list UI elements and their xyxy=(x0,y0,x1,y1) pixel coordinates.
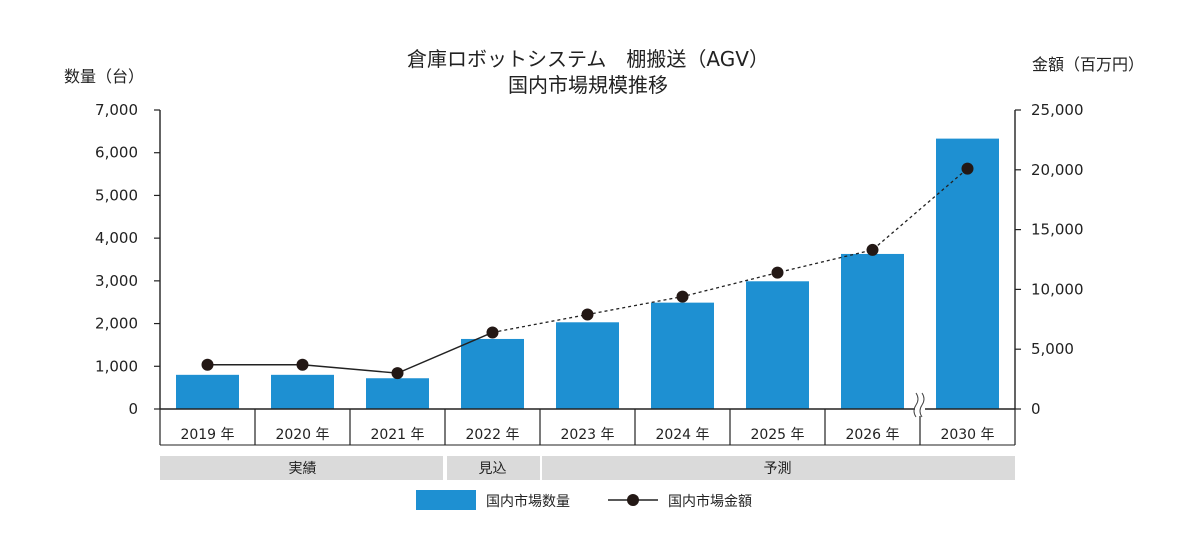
left-tick-label-2: 2,000 xyxy=(95,315,138,333)
left-axis-label: 数量（台） xyxy=(64,67,144,86)
legend-label-bar: 国内市場数量 xyxy=(486,493,570,510)
category-label-2: 2021 年 xyxy=(370,427,424,443)
left-tick-label-6: 6,000 xyxy=(95,144,138,162)
left-tick-label-3: 3,000 xyxy=(95,272,138,290)
chart-title-line2: 国内市場規模推移 xyxy=(508,73,668,97)
legend-label-line: 国内市場金額 xyxy=(668,493,752,510)
line-series-dashed xyxy=(492,168,968,334)
bar-4 xyxy=(556,322,619,409)
legend-swatch-bar xyxy=(416,490,476,510)
left-tick-label-7: 7,000 xyxy=(95,101,138,119)
bar-7 xyxy=(841,253,904,409)
category-label-1: 2020 年 xyxy=(275,427,329,443)
bar-5 xyxy=(651,302,714,409)
left-tick-label-1: 1,000 xyxy=(95,357,138,375)
axis-break-gap xyxy=(915,392,925,416)
phase-band-0 xyxy=(160,456,443,480)
category-label-4: 2023 年 xyxy=(560,427,614,443)
bar-0 xyxy=(176,374,239,409)
line-point-1 xyxy=(296,358,309,371)
category-label-7: 2026 年 xyxy=(845,427,899,443)
phase-label-2: 予測 xyxy=(764,461,792,477)
line-point-8 xyxy=(961,162,974,175)
axes-layer xyxy=(159,110,1016,410)
bar-1 xyxy=(271,374,334,409)
bar-6 xyxy=(746,281,809,409)
legend: 国内市場数量 国内市場金額 xyxy=(416,490,752,510)
bar-2 xyxy=(366,378,429,409)
category-label-3: 2022 年 xyxy=(465,427,519,443)
phase-layer: 実績 見込 予測 xyxy=(160,456,1015,480)
right-tick-label-1: 5,000 xyxy=(1031,340,1074,358)
right-axis-label: 金額（百万円） xyxy=(1032,55,1144,74)
line-series-solid xyxy=(207,331,493,374)
line-layer xyxy=(201,162,974,380)
line-point-2 xyxy=(391,367,404,380)
phase-band-1 xyxy=(447,456,540,480)
category-label-5: 2024 年 xyxy=(655,427,709,443)
category-label-6: 2025 年 xyxy=(750,427,804,443)
category-label-8: 2030 年 xyxy=(940,427,994,443)
left-tick-label-5: 5,000 xyxy=(95,186,138,204)
phase-label-1: 見込 xyxy=(479,461,507,477)
legend-swatch-marker xyxy=(627,494,639,506)
line-point-4 xyxy=(581,308,594,321)
right-tick-label-5: 25,000 xyxy=(1031,101,1084,119)
left-tick-label-4: 4,000 xyxy=(95,229,138,247)
axis-break-mark-left xyxy=(913,392,919,418)
ticks-layer: 0 1,000 2,000 3,000 4,000 5,000 6,000 7,000 0 5,0… xyxy=(95,101,1083,418)
left-tick-label-0: 0 xyxy=(128,400,138,418)
right-tick-label-4: 20,000 xyxy=(1031,161,1084,179)
category-label-0: 2019 年 xyxy=(180,427,234,443)
right-tick-label-2: 10,000 xyxy=(1031,280,1084,298)
line-point-0 xyxy=(201,358,214,371)
right-tick-label-3: 15,000 xyxy=(1031,221,1084,239)
right-tick-label-0: 0 xyxy=(1031,400,1041,418)
phase-band-2 xyxy=(542,456,1015,480)
chart-title-line1: 倉庫ロボットシステム 棚搬送（AGV） xyxy=(407,47,769,71)
line-point-6 xyxy=(771,266,784,279)
bar-3 xyxy=(461,338,524,409)
line-point-5 xyxy=(676,290,689,303)
line-point-3 xyxy=(486,326,499,339)
line-point-7 xyxy=(866,243,879,256)
bars-layer xyxy=(176,138,999,409)
axis-break-mark-right xyxy=(919,392,925,418)
category-layer: 2019 年 2020 年 2021 年 2022 年 2023 年 2024 年 2025… xyxy=(159,392,1016,446)
phase-label-0: 実績 xyxy=(289,461,317,477)
bar-8 xyxy=(936,138,999,409)
